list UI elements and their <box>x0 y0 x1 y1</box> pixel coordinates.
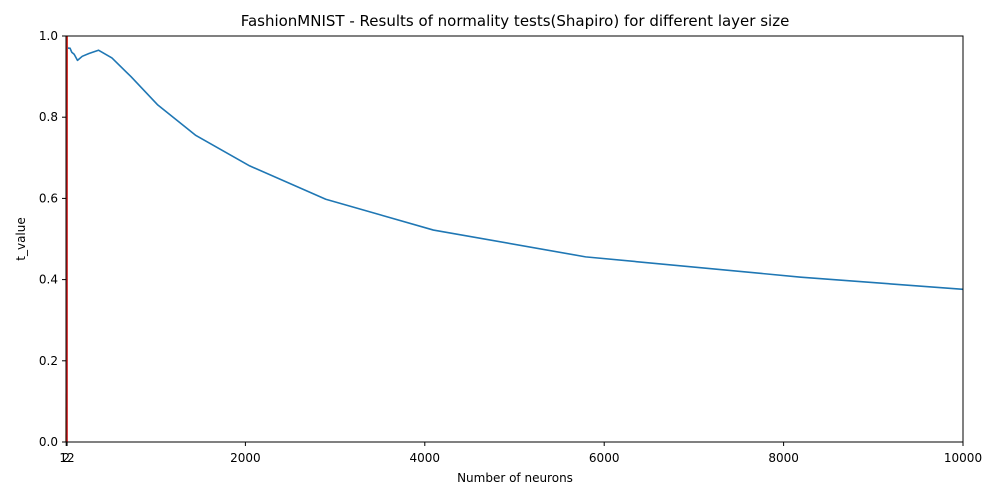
y-tick-label: 0.8 <box>39 110 58 124</box>
series-line-0 <box>65 43 964 291</box>
x-tick-label: 8000 <box>768 451 799 465</box>
y-tick-label: 0.0 <box>39 435 58 449</box>
chart-title: FashionMNIST - Results of normality test… <box>241 12 790 30</box>
x-tick-label: 4000 <box>410 451 441 465</box>
x-axis-label: Number of neurons <box>457 471 573 485</box>
x-tick-label: 10000 <box>944 451 982 465</box>
x-tick-label: 2000 <box>230 451 261 465</box>
x-axis-ticks: 212 2000 4000 6000 8000 10000 <box>59 442 982 465</box>
y-axis-label: t_value <box>14 217 28 260</box>
x-tick-label: 12 <box>59 451 74 465</box>
x-tick-label: 6000 <box>589 451 620 465</box>
x-tick-label: 2 <box>62 451 70 465</box>
y-tick-label: 0.4 <box>39 273 58 287</box>
plot-frame <box>65 35 964 443</box>
y-tick-label: 0.6 <box>39 191 58 205</box>
series-layer <box>65 35 964 443</box>
y-axis-ticks: 0.0 0.2 0.4 0.6 0.8 1.0 <box>39 29 66 449</box>
y-tick-label: 0.2 <box>39 354 58 368</box>
y-tick-label: 1.0 <box>39 29 58 43</box>
